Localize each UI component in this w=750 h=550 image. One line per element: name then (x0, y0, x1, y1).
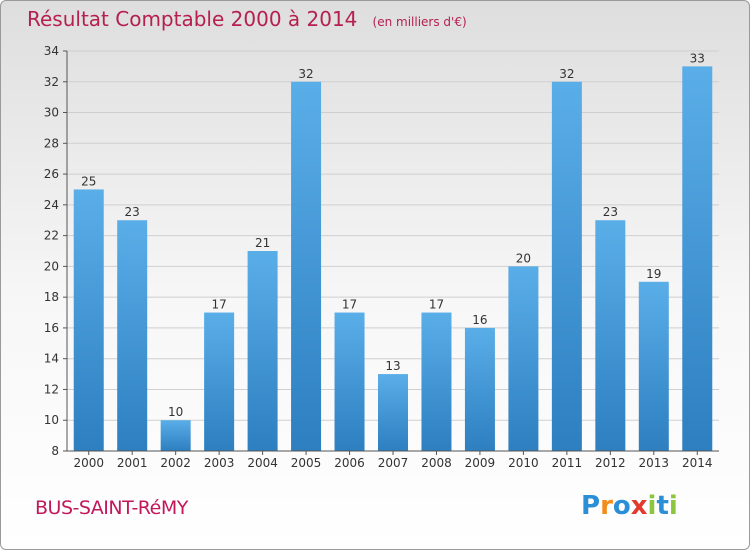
y-tick-label: 10 (44, 413, 59, 427)
bar-value-label: 10 (168, 405, 183, 419)
x-tick-label: 2008 (421, 456, 452, 470)
x-tick-label: 2012 (595, 456, 626, 470)
logo-letter: i (647, 491, 657, 521)
bar-value-label: 23 (125, 205, 140, 219)
bar-2000 (73, 189, 104, 451)
x-tick-label: 2011 (552, 456, 583, 470)
x-tick-label: 2007 (378, 456, 409, 470)
x-tick-label: 2005 (291, 456, 322, 470)
y-tick-label: 20 (44, 259, 59, 273)
bar-2014 (682, 66, 713, 451)
chart-title: Résultat Comptable 2000 à 2014 (en milli… (27, 7, 467, 31)
x-tick-label: 2006 (334, 456, 365, 470)
bar-2004 (247, 251, 278, 451)
y-tick-label: 32 (44, 75, 59, 89)
bar-2010 (508, 266, 539, 451)
y-tick-label: 28 (44, 136, 59, 150)
x-tick-label: 2009 (465, 456, 496, 470)
y-tick-label: 12 (44, 382, 59, 396)
y-tick-label: 22 (44, 229, 59, 243)
y-tick-label: 24 (44, 198, 59, 212)
x-tick-label: 2002 (160, 456, 191, 470)
bar-value-label: 17 (211, 298, 226, 312)
bar-2003 (204, 312, 235, 451)
bar-value-label: 17 (429, 298, 444, 312)
x-tick-label: 2003 (204, 456, 235, 470)
y-tick-label: 16 (44, 321, 59, 335)
bar-value-label: 21 (255, 236, 270, 250)
x-tick-label: 2014 (682, 456, 713, 470)
x-tick-label: 2010 (508, 456, 539, 470)
bar-2011 (551, 81, 582, 452)
x-tick-label: 2001 (117, 456, 148, 470)
y-tick-label: 8 (51, 444, 59, 458)
y-tick-label: 18 (44, 290, 59, 304)
bar-value-label: 23 (603, 205, 618, 219)
bar-2001 (117, 220, 148, 451)
x-tick-label: 2000 (73, 456, 104, 470)
bar-value-label: 16 (472, 313, 487, 327)
y-tick-label: 14 (44, 352, 59, 366)
bar-value-label: 25 (81, 174, 96, 188)
title-unit: (en milliers d'€) (372, 15, 467, 29)
bar-value-label: 33 (690, 51, 705, 65)
bar-2006 (334, 312, 365, 451)
bar-2009 (464, 327, 495, 451)
bar-value-label: 32 (559, 67, 574, 81)
logo-letter: r (600, 491, 613, 521)
bar-value-label: 32 (298, 67, 313, 81)
bar-2012 (595, 220, 626, 451)
bars: 25 23 10 17 21 32 17 13 17 16 20 32 23 19 33 (73, 51, 713, 452)
logo-letter: o (612, 491, 631, 521)
bar-value-label: 13 (385, 359, 400, 373)
bar-value-label: 17 (342, 298, 357, 312)
x-tick-label: 2004 (247, 456, 278, 470)
title-main: Résultat Comptable 2000 à 2014 (27, 7, 358, 31)
logo-letter: t (656, 491, 669, 521)
x-tick-label: 2013 (639, 456, 670, 470)
bar-2007 (378, 374, 408, 451)
commune-name: BUS-SAINT-RéMY (35, 497, 188, 519)
logo-letter: P (581, 491, 601, 521)
bar-value-label: 19 (646, 267, 661, 281)
bar-2002 (160, 420, 191, 451)
logo-letter: x (630, 491, 648, 521)
y-tick-label: 34 (44, 44, 59, 58)
axes: 8 10 12 14 16 18 20 22 24 26 28 30 32 34 2000 2001 2002 2… (44, 44, 719, 470)
logo-letter: i (668, 491, 678, 521)
bar-2008 (421, 312, 452, 451)
proxiti-logo: Proxiti (581, 491, 678, 521)
y-tick-label: 30 (44, 106, 59, 120)
bar-value-label: 20 (516, 251, 531, 265)
bar-2013 (638, 281, 669, 451)
bar-2005 (291, 81, 322, 452)
y-tick-label: 26 (44, 167, 59, 181)
